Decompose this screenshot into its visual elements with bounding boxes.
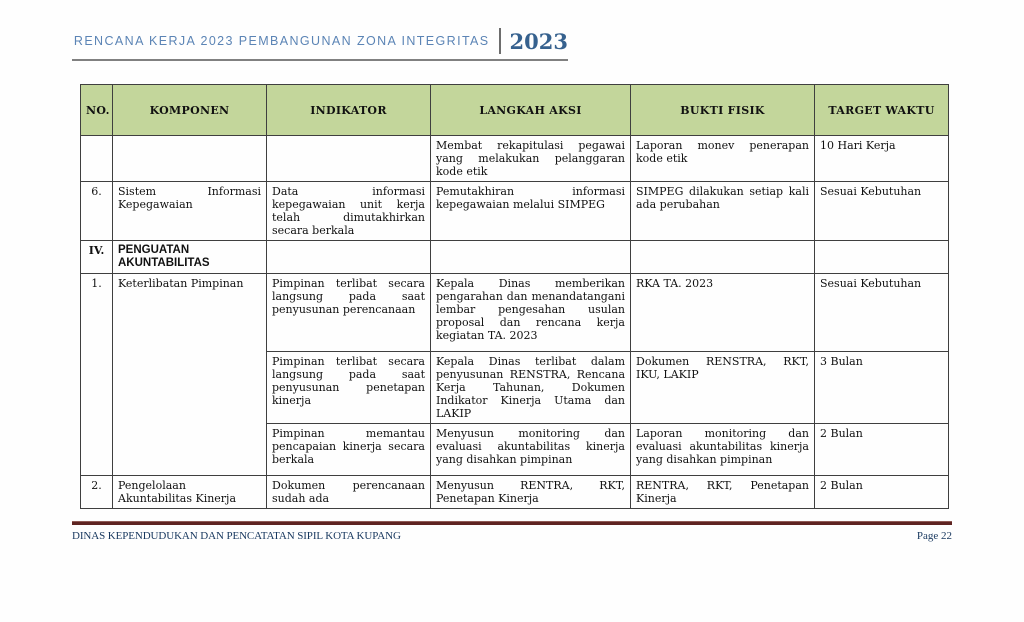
- column-header: INDIKATOR: [266, 84, 431, 136]
- header-divider: [498, 28, 501, 54]
- page-number: Page 22: [916, 530, 952, 542]
- table-cell: [80, 135, 113, 182]
- table-cell: Menyusun RENTRA, RKT, Penetapan Kinerja: [430, 475, 631, 509]
- table-cell: Sistem Informasi Kepegawaian: [112, 181, 267, 241]
- table-cell: IV.: [80, 240, 113, 274]
- column-header: LANGKAH AKSI: [430, 84, 631, 136]
- table-row: Pimpinan terlibat secara langsung pada s…: [81, 351, 949, 424]
- table-cell: Pimpinan terlibat secara langsung pada s…: [266, 351, 431, 424]
- table-cell: Keterlibatan Pimpinan: [112, 273, 267, 476]
- table-header-row: NO. KOMPONEN INDIKATOR LANGKAH AKSI BUKTI FI…: [80, 84, 949, 136]
- footer-organization: DINAS KEPENDUDUKAN DAN PENCATATAN SIPIL …: [72, 530, 401, 542]
- header-year: 2023: [509, 28, 568, 54]
- table-cell: [112, 135, 267, 182]
- table-row: Membat rekapitulasi pegawai yang melakuk…: [80, 135, 949, 182]
- table-cell: 10 Hari Kerja: [814, 135, 949, 182]
- table-row: 1. Keterlibatan Pimpinan Pimpinan terlibat…: [80, 273, 949, 476]
- table-cell: Pemutakhiran informasi kepegawaian melal…: [430, 181, 631, 241]
- table-body: Membat rekapitulasi pegawai yang melakuk…: [80, 135, 949, 509]
- table-cell: Menyusun monitoring dan evaluasi akuntab…: [430, 423, 631, 476]
- column-header: KOMPONEN: [112, 84, 267, 136]
- table-cell: Kepala Dinas memberikan pengarahan dan m…: [430, 273, 631, 352]
- table-cell: SIMPEG dilakukan setiap kali ada perubah…: [630, 181, 815, 241]
- table-cell: [266, 240, 431, 274]
- column-header: TARGET WAKTU: [814, 84, 949, 136]
- table-cell: [814, 240, 949, 274]
- document-title: RENCANA KERJA 2023 PEMBANGUNAN ZONA INTE…: [73, 34, 490, 48]
- work-plan-table: NO. KOMPONEN INDIKATOR LANGKAH AKSI BUKTI FI…: [80, 84, 949, 509]
- table-row: IV. PENGUATAN AKUNTABILITAS: [80, 240, 949, 274]
- table-cell: 2.: [80, 475, 113, 509]
- table-cell: Dokumen RENSTRA, RKT, IKU, LAKIP: [630, 351, 815, 424]
- column-header: NO.: [80, 84, 113, 136]
- table-cell: 1.: [80, 273, 113, 476]
- column-header: BUKTI FISIK: [630, 84, 815, 136]
- table-cell: Pimpinan memantau pencapaian kinerja sec…: [266, 423, 431, 476]
- footer-rule: [72, 521, 952, 525]
- table-cell: 3 Bulan: [814, 351, 949, 424]
- table-cell: PENGUATAN AKUNTABILITAS: [112, 240, 267, 274]
- table-row: 6. Sistem Informasi Kepegawaian Data infor…: [80, 181, 949, 241]
- table-cell: [266, 135, 431, 182]
- table-cell: Pimpinan terlibat secara langsung pada s…: [266, 273, 431, 352]
- table-cell: Pengelolaan Akuntabilitas Kinerja: [112, 475, 267, 509]
- table-row: Pimpinan memantau pencapaian kinerja sec…: [81, 423, 949, 476]
- document-header: RENCANA KERJA 2023 PEMBANGUNAN ZONA INTE…: [72, 28, 568, 61]
- table-cell: Data informasi kepegawaian unit kerja te…: [266, 181, 431, 241]
- table-cell: Membat rekapitulasi pegawai yang melakuk…: [430, 135, 631, 182]
- table-cell: [630, 240, 815, 274]
- table-cell: Sesuai Kebutuhan: [814, 181, 949, 241]
- table-cell: 2 Bulan: [814, 423, 949, 476]
- table-cell: Dokumen perencanaan sudah ada: [266, 475, 431, 509]
- table-header: NO. KOMPONEN INDIKATOR LANGKAH AKSI BUKTI FI…: [80, 84, 949, 136]
- table-cell: Sesuai Kebutuhan: [814, 273, 949, 352]
- table-cell: 6.: [80, 181, 113, 241]
- table-cell: RENTRA, RKT, Penetapan Kinerja: [630, 475, 815, 509]
- document-footer: DINAS KEPENDUDUKAN DAN PENCATATAN SIPIL …: [72, 530, 952, 542]
- table-container: NO. KOMPONEN INDIKATOR LANGKAH AKSI BUKTI FI…: [80, 84, 949, 509]
- table-row: 2. Pengelolaan Akuntabilitas Kinerja Dokum…: [80, 475, 949, 509]
- table-cell: Kepala Dinas terlibat dalam penyusunan R…: [430, 351, 631, 424]
- table-cell: Laporan monitoring dan evaluasi akuntabi…: [630, 423, 815, 476]
- table-cell: Laporan monev penerapan kode etik: [630, 135, 815, 182]
- table-cell: 2 Bulan: [814, 475, 949, 509]
- table-cell: [430, 240, 631, 274]
- table-cell: RKA TA. 2023: [630, 273, 815, 352]
